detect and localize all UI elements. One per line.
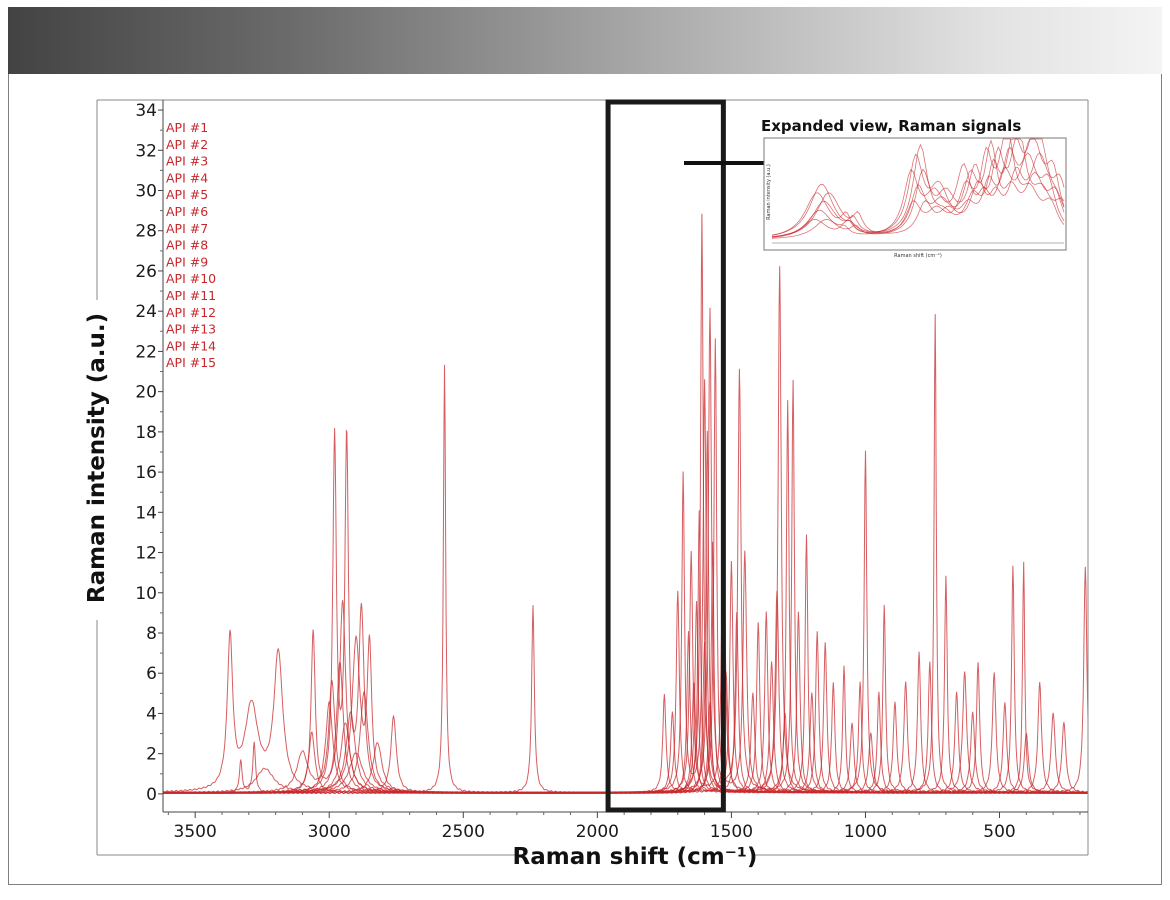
legend-entry: API #2 [166,137,208,152]
x-tick-label: 3500 [174,822,217,842]
y-tick-label: 8 [146,624,157,644]
spectra-series [162,213,1089,795]
x-axis-title-bg [518,843,752,869]
y-tick-label: 0 [146,785,157,805]
series-line-3 [162,338,1089,795]
legend-entry: API #11 [166,288,216,303]
y-tick-label: 28 [135,222,157,242]
legend-entry: API #8 [166,238,208,253]
expanded-view-inset: Expanded view, Raman signals Raman shift … [684,117,1067,259]
y-tick-label: 20 [135,383,157,403]
series-line-2 [162,307,1089,794]
y-axis-title: Raman intensity (a.u.) [84,313,110,603]
legend-entry: API #6 [166,204,208,219]
y-tick-label: 2 [146,745,157,765]
legend-entry: API #4 [166,170,208,185]
y-tick-label: 14 [135,503,157,523]
inset-y-axis-label: Raman intensity (a.u.) [766,164,772,220]
series-line-7 [162,430,1089,794]
inset-x-axis-label: Raman shift (cm⁻¹) [894,253,942,259]
y-tick-label: 12 [135,544,157,564]
highlight-box [605,99,726,813]
legend-entry: API #7 [166,221,208,236]
y-tick-label: 24 [135,302,157,322]
x-tick-label: 3000 [308,822,351,842]
y-tick-label: 30 [135,182,157,202]
y-tick-label: 10 [135,584,157,604]
legend-entry: API #13 [166,322,216,337]
legend-entry: API #10 [166,271,216,286]
highlight-box-group [605,99,726,813]
legend-entry: API #3 [166,154,208,169]
x-tick-label: 2000 [576,822,619,842]
series-line-14 [162,682,1089,794]
inset-series-line [771,138,1065,238]
series-line-13 [162,671,1089,795]
inset-title: Expanded view, Raman signals [761,117,1021,135]
x-tick-label: 500 [983,822,1015,842]
legend-entry: API #14 [166,338,216,353]
legend-entry: API #1 [166,120,208,135]
y-tick-label: 34 [135,101,157,121]
inset-series-line [771,152,1065,239]
y-tick-label: 32 [135,141,157,161]
y-tick-label: 4 [146,704,157,724]
y-tick-label: 6 [146,664,157,684]
series-line-4 [162,379,1089,794]
y-tick-label: 16 [135,463,157,483]
y-tick-label: 26 [135,262,157,282]
x-tick-label: 1500 [710,822,753,842]
header-banner [8,7,1162,74]
series-line-12 [162,641,1089,794]
legend-entry: API #15 [166,355,216,370]
legend-entry: API #9 [166,254,208,269]
legend-entry: API #12 [166,305,216,320]
series-line-15 [162,701,1089,795]
series-line-1 [162,213,1089,794]
y-tick-label: 22 [135,342,157,362]
y-tick-label: 18 [135,423,157,443]
series-line-9 [162,600,1089,794]
x-axis-title: Raman shift (cm⁻¹) [513,844,758,870]
inset-series-line [771,138,1065,238]
legend-entry: API #5 [166,187,208,202]
y-axis-title-bg [84,300,110,620]
x-tick-label: 1000 [844,822,887,842]
x-tick-label: 2500 [442,822,485,842]
series-line-11 [162,612,1089,794]
